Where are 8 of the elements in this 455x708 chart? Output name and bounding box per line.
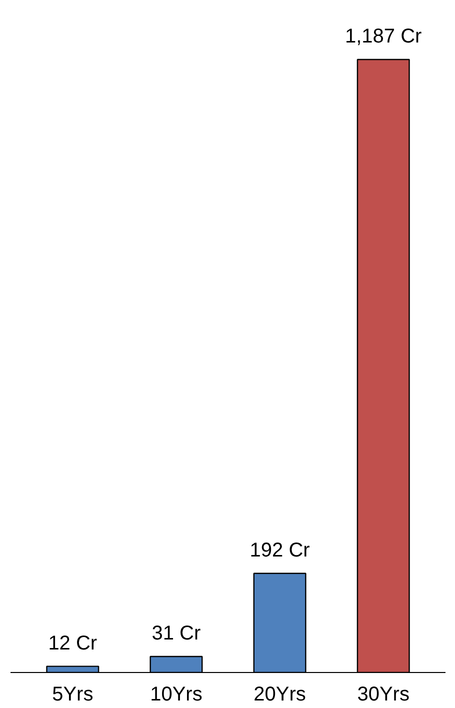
data-label: 192 Cr	[250, 539, 310, 562]
data-label: 1,187 Cr	[345, 26, 422, 48]
x-tick-label: 5Yrs	[52, 684, 94, 706]
x-tick-label: 10Yrs	[150, 684, 202, 706]
data-label: 31 Cr	[152, 622, 202, 644]
x-tick-label: 20Yrs	[254, 684, 306, 706]
data-label: 12 Cr	[48, 632, 98, 654]
x-tick-label: 30Yrs	[357, 684, 410, 706]
